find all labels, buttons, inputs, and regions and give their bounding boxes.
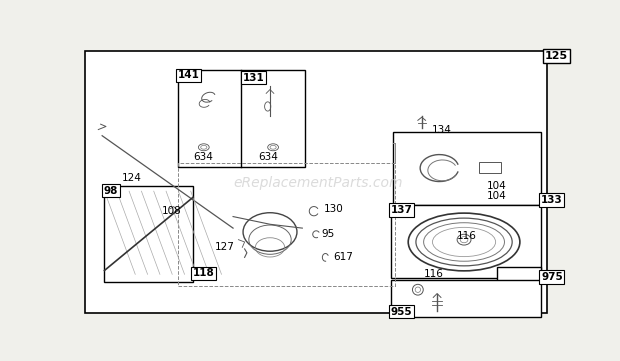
Text: 104: 104 xyxy=(487,181,507,191)
Bar xyxy=(393,132,541,205)
Text: 127: 127 xyxy=(215,242,234,252)
Text: 95: 95 xyxy=(322,229,335,239)
Bar xyxy=(497,267,541,282)
Text: 634: 634 xyxy=(259,152,278,162)
Bar xyxy=(391,280,541,317)
Bar xyxy=(391,205,541,278)
Text: 118: 118 xyxy=(193,268,215,278)
Text: 955: 955 xyxy=(391,307,412,317)
Text: 141: 141 xyxy=(177,70,200,80)
Text: 124: 124 xyxy=(122,173,141,183)
Text: 617: 617 xyxy=(333,252,353,262)
Text: 116: 116 xyxy=(424,269,444,279)
Bar xyxy=(104,186,193,282)
Bar xyxy=(177,163,395,286)
Text: 98: 98 xyxy=(104,186,118,196)
Bar xyxy=(479,162,501,173)
Text: 104: 104 xyxy=(487,191,507,201)
Text: 125: 125 xyxy=(545,51,568,61)
Text: 130: 130 xyxy=(324,204,343,214)
Text: 116: 116 xyxy=(456,231,476,241)
Text: 131: 131 xyxy=(243,73,265,83)
Text: 137: 137 xyxy=(391,205,413,215)
Text: 634: 634 xyxy=(193,152,213,162)
Text: eReplacementParts.com: eReplacementParts.com xyxy=(233,177,402,191)
Bar xyxy=(177,70,304,166)
Text: 133: 133 xyxy=(541,195,563,205)
Text: 975: 975 xyxy=(541,272,563,282)
Text: 108: 108 xyxy=(162,206,182,216)
Text: 134: 134 xyxy=(432,125,451,135)
